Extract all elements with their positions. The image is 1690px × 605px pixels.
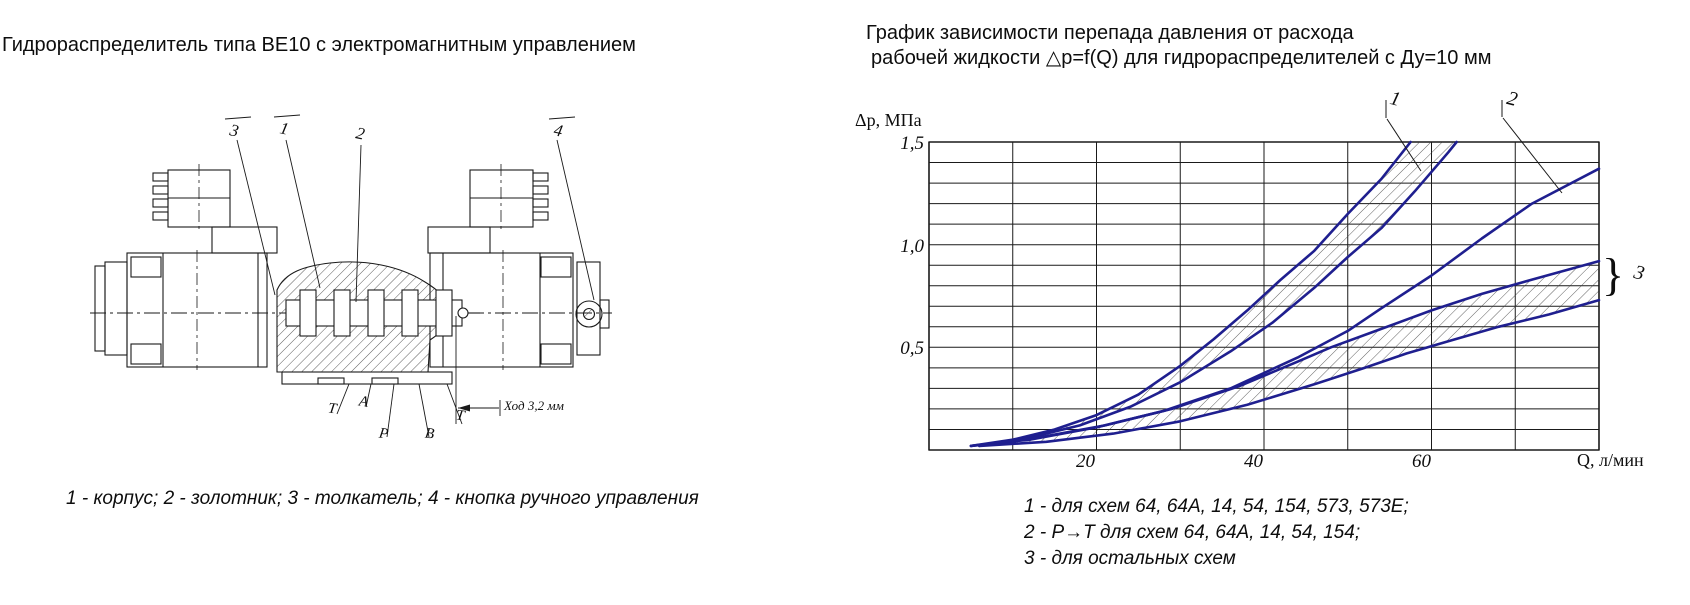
y-tick-0-5: 0,5 [900,338,924,359]
curve1_upper [969,140,1412,448]
chart-title-line1: График зависимости перепада давления от … [866,22,1354,44]
legend-line-1: 1 - для схем 64, 64А, 14, 54, 154, 573, … [1024,496,1409,517]
curve-3-brace: } [1602,249,1625,300]
x-tick-20: 20 [1076,451,1095,472]
y-tick-1-5: 1,5 [900,133,924,154]
y-tick-1-0: 1,0 [900,236,924,257]
pressure-flow-chart [928,100,1601,451]
valve-drawing [90,114,612,438]
curve-annotations [1385,100,1563,194]
chart-legend: 1 - для схем 64, 64А, 14, 54, 154, 573, … [1024,496,1409,574]
chart-frame [928,141,1600,451]
legend-line-3: 3 - для остальных схем [1024,548,1236,569]
x-tick-40: 40 [1244,451,1263,472]
curve3_upper [969,259,1601,448]
x-axis-label: Q, л/мин [1577,450,1644,470]
valve-title: Гидрораспределитель типа ВЕ10 с электром… [2,34,636,56]
stroke-note: Ход 3,2 мм [504,398,564,413]
valve-caption: 1 - корпус; 2 - золотник; 3 - толкатель;… [66,488,699,509]
curve1_lower [978,140,1458,448]
y-axis-label: Δp, МПа [855,110,922,130]
x-tick-60: 60 [1412,451,1431,472]
chart-title-line2: рабочей жидкости △p=f(Q) для гидрораспре… [871,47,1492,69]
curve3_lower [978,298,1601,448]
legend-line-2: 2 - Р→Т для схем 64, 64А, 14, 54, 154; [1024,522,1361,543]
band-1 [970,142,1457,446]
